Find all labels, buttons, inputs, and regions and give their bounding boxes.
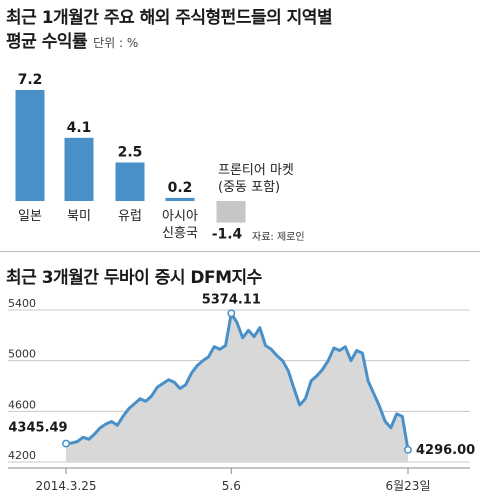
bar-category-label-2-1: 북미 [67,209,91,224]
section-divider [0,251,480,252]
y-tick-label-1: 5400 [8,297,36,310]
bar-chart-unit: 단위 : % [93,36,139,50]
bar-3 [115,162,145,201]
area-fill [66,313,408,462]
annotation-marker-3 [404,445,412,454]
annotation-marker-1 [62,439,70,448]
line-chart-title: 최근 3개월간 두바이 증시 DFM지수 [6,268,262,288]
x-tick-label-3: 6월23일 [386,479,431,493]
y-tick-label-4: 4200 [8,449,36,462]
y-tick-label-3: 4600 [8,398,36,411]
bar-1 [15,90,45,201]
bar-category-label-4-2: 신흥국 [162,226,198,241]
bar-category-label-5-1: 프론티어 마켓 [218,163,294,178]
bar-value-label-4: 0.2 [168,180,193,196]
series-line [65,311,410,451]
annotation-label-3: 4296.00 [416,443,475,458]
source-label: 자료: 제로인 [252,231,305,243]
annotation-marker-2 [227,309,236,318]
bar-value-label-3: 2.5 [118,144,143,160]
bar-value-label-2: 4.1 [67,120,92,136]
y-tick-label-2: 5000 [8,348,36,361]
bar-2 [64,137,94,201]
bar-chart-title: 최근 1개월간 주요 해외 주식형펀드들의 지역별 평균 수익률 단위 : % [6,8,333,52]
bar-category-label-4-1: 아시아 [162,209,198,224]
annotation-label-1: 4345.49 [8,421,67,436]
bar-category-label-3-1: 유럽 [118,209,142,224]
bar-category-label-1-1: 일본 [18,209,42,224]
annotation-label-2: 5374.11 [202,292,261,307]
x-tick-label-2: 5.6 [222,479,241,493]
bar-value-label-1: 7.2 [18,72,43,88]
bar-category-label-5-2: (중동 포함) [218,180,280,195]
bar-4 [165,197,195,201]
bar-value-label-5: -1.4 [212,227,243,243]
bar-5 [216,201,246,223]
x-tick-label-1: 2014.3.25 [35,479,96,493]
